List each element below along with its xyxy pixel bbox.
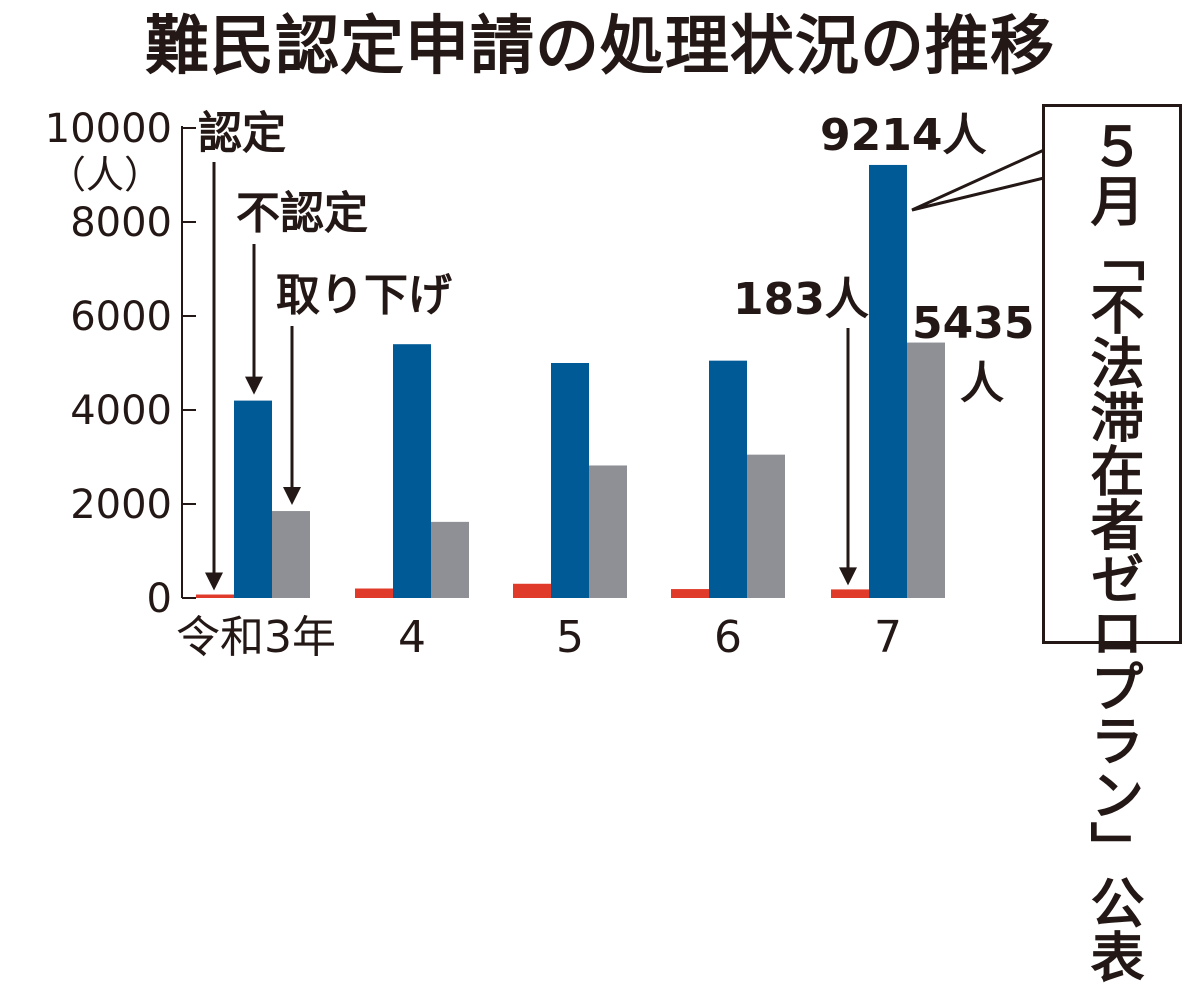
x-category-label: 4 [398,612,426,663]
series-label-denied: 不認定 [236,188,368,239]
x-category-label: 令和3年 [176,612,336,663]
x-category-label: 5 [556,612,584,663]
series-label-withdrawn: 取り下げ [276,270,452,321]
chart-title: 難民認定申請の処理状況の推移 [145,10,1055,84]
bar-withdrawn [747,454,785,598]
series-pointers: 認定 不認定 取り下げ [198,108,452,591]
y-tick-label: 4000 [70,388,172,434]
y-tick-label: 8000 [70,200,172,246]
bar-withdrawn [431,521,469,598]
bar-denied [709,360,747,598]
bar-recognized [196,594,234,598]
arrow-denied-head [245,376,263,395]
bar-recognized [513,583,551,598]
annotation-withdrawn-2025-number: 5435 [912,298,1034,349]
annotation-denied-2025: 9214人 [820,110,986,161]
note-box: ５月「不法滞在者ゼロプラン」公表 [1042,104,1182,983]
arrow-recognized-head [205,572,223,591]
bars [196,164,945,598]
annotation-recognized-2025: 183人 [733,274,869,325]
y-tick-label: 0 [147,576,172,622]
x-category-label: 6 [714,612,742,663]
category-labels: 令和3年 4 5 6 7 [176,612,902,663]
bar-denied [234,400,272,598]
y-axis: 0 2000 4000 6000 8000 10000 [45,106,196,622]
bar-recognized [355,588,393,598]
series-label-recognized: 認定 [198,108,286,159]
bar-withdrawn [589,465,627,598]
y-axis-unit: （人） [48,153,162,197]
bar-denied [869,164,907,598]
x-category-label: 7 [874,612,902,663]
bar-recognized [671,589,709,598]
bar-recognized [831,589,869,598]
y-tick-label: 10000 [45,106,172,152]
arrow-withdrawn-head [283,487,301,506]
bar-withdrawn [272,511,310,598]
annotation-withdrawn-2025-unit: 人 [960,358,1004,409]
bar-denied [393,344,431,598]
bar-chart: 0 2000 4000 6000 8000 10000 （人） 令和3年 4 5 6 7 認定 不… [45,106,1046,663]
y-tick-label: 2000 [70,482,172,528]
note-text: ５月「不法滞在者ゼロプラン」公表 [1081,119,1144,983]
y-tick-label: 6000 [70,294,172,340]
bar-withdrawn [907,342,945,598]
bar-denied [551,363,589,598]
arrow-recognized-2025-head [839,567,857,586]
